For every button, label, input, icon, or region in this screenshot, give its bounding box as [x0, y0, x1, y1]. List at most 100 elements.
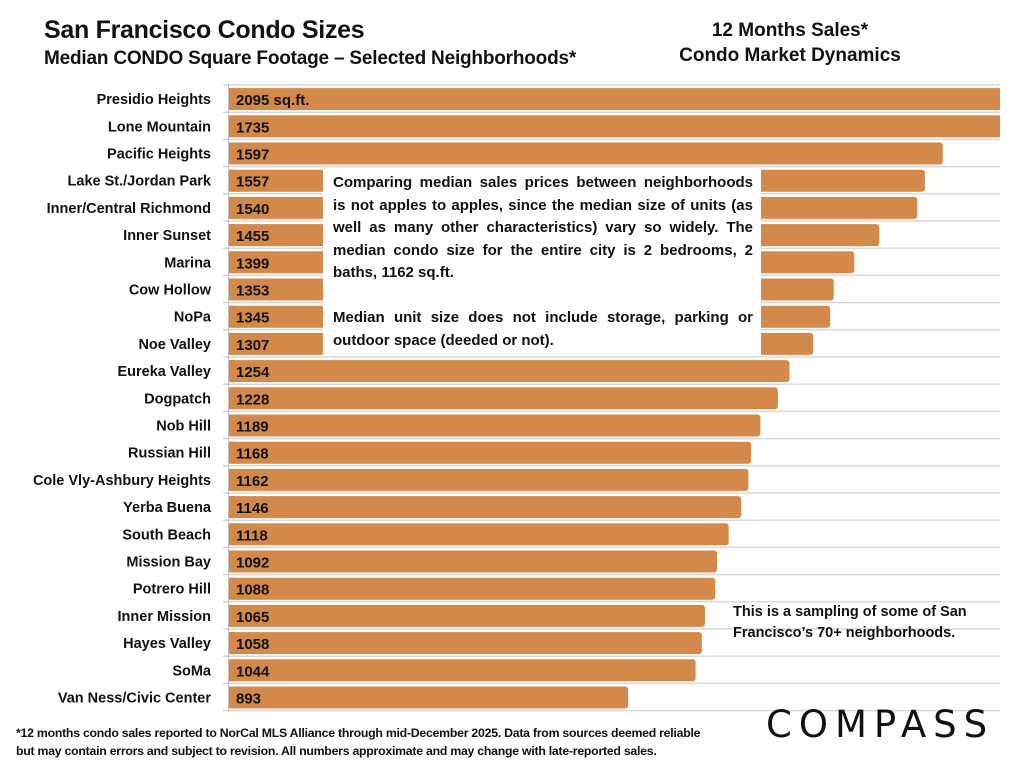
category-label: NoPa — [174, 310, 212, 326]
value-label: 1345 — [236, 310, 269, 327]
value-label: 1307 — [236, 337, 269, 354]
category-label: Dogpatch — [144, 391, 211, 407]
footnote-line2: but may contain errors and subject to re… — [16, 744, 657, 758]
category-labels: Presidio Heights Lone Mountain Pacific Hei… — [33, 92, 212, 706]
category-label: Van Ness/Civic Center — [58, 691, 211, 707]
footnote-line1: *12 months condo sales reported to NorCa… — [16, 726, 701, 740]
bar-edge — [229, 441, 235, 464]
bar-edge — [229, 468, 235, 491]
bar — [229, 496, 742, 519]
category-label: Noe Valley — [138, 337, 211, 353]
bar-edge — [229, 169, 235, 192]
bar — [229, 88, 1000, 111]
bar — [229, 441, 752, 464]
category-label: Nob Hill — [156, 419, 211, 435]
value-label: 1597 — [236, 147, 269, 164]
bar — [229, 686, 629, 709]
bar-edge — [229, 414, 235, 437]
right-title: 12 Months Sales* Condo Market Dynamics — [660, 18, 920, 68]
value-label: 1092 — [236, 555, 269, 572]
category-label: Cow Hollow — [129, 283, 212, 299]
category-label: Mission Bay — [126, 555, 211, 571]
bar-edge — [229, 305, 235, 328]
value-label: 1168 — [236, 446, 269, 463]
value-label: 2095 sq.ft. — [236, 92, 309, 109]
category-label: Hayes Valley — [123, 636, 211, 652]
bar — [229, 604, 706, 627]
category-label: Lake St./Jordan Park — [68, 174, 212, 190]
bar-edge — [229, 496, 235, 519]
bar — [229, 115, 1000, 138]
category-label: Presidio Heights — [97, 92, 211, 108]
bar-edge — [229, 632, 235, 655]
category-label: Lone Mountain — [108, 119, 211, 135]
value-label: 1146 — [236, 500, 269, 517]
value-label: 1540 — [236, 201, 269, 218]
value-labels: 2095 sq.ft. 1735 1597 1557 1540 1455 1399 1353 1… — [236, 92, 309, 707]
bar — [229, 550, 718, 573]
bar-edge — [229, 604, 235, 627]
bar-edge — [229, 686, 235, 709]
bar-edge — [229, 577, 235, 600]
bar — [229, 142, 943, 165]
category-label: Eureka Valley — [117, 364, 211, 380]
category-label: Inner Sunset — [123, 228, 211, 244]
bar-edge — [229, 196, 235, 219]
bar — [229, 360, 790, 383]
value-label: 1162 — [236, 473, 269, 490]
bar — [229, 659, 696, 682]
right-title-line2: Condo Market Dynamics — [679, 45, 901, 66]
value-label: 1065 — [236, 609, 269, 626]
category-label: Inner/Central Richmond — [47, 201, 211, 217]
value-label: 1044 — [236, 663, 270, 680]
bar-edge — [229, 360, 235, 383]
chart-subtitle: Median CONDO Square Footage – Selected N… — [44, 48, 577, 69]
comparison-paragraph: Comparing median sales prices between ne… — [333, 174, 753, 282]
note-box — [323, 168, 761, 356]
bar-edge — [229, 224, 235, 247]
bar — [229, 387, 778, 410]
value-label: 1557 — [236, 174, 269, 191]
bar-edge — [229, 332, 235, 355]
bar-edge — [229, 659, 235, 682]
comparison-note: Comparing median sales prices between ne… — [333, 172, 753, 352]
bar — [229, 468, 749, 491]
value-label: 893 — [236, 691, 261, 708]
value-label: 1455 — [236, 228, 269, 245]
compass-logo: COMPASS — [766, 703, 995, 746]
bar — [229, 523, 729, 546]
category-label: Cole Vly-Ashbury Heights — [33, 473, 211, 489]
storage-paragraph: Median unit size does not include storag… — [333, 308, 753, 349]
bar-edge — [229, 278, 235, 301]
bar — [229, 414, 761, 437]
value-label: 1399 — [236, 255, 269, 272]
category-label: Potrero Hill — [133, 582, 211, 598]
value-label: 1058 — [236, 636, 269, 653]
category-label: Yerba Buena — [123, 500, 212, 516]
value-label: 1254 — [236, 364, 270, 381]
right-title-line1: 12 Months Sales* — [711, 20, 869, 41]
bar — [229, 577, 716, 600]
bar-edge — [229, 251, 235, 274]
bar-edge — [229, 523, 235, 546]
sampling-note: This is a sampling of some of San Franci… — [733, 604, 967, 641]
category-label: Inner Mission — [118, 609, 211, 625]
bar — [229, 632, 702, 655]
bar-edge — [229, 550, 235, 573]
category-label: Marina — [164, 255, 212, 271]
value-label: 1088 — [236, 582, 269, 599]
footnote: *12 months condo sales reported to NorCa… — [16, 724, 776, 760]
value-label: 1228 — [236, 391, 269, 408]
bar-edge — [229, 142, 235, 165]
category-label: Pacific Heights — [107, 147, 211, 163]
bar-edge — [229, 387, 235, 410]
category-label: Russian Hill — [128, 446, 211, 462]
page-title: San Francisco Condo Sizes — [44, 16, 365, 44]
value-label: 1189 — [236, 419, 269, 436]
category-label: South Beach — [122, 527, 211, 543]
value-label: 1353 — [236, 283, 269, 300]
value-label: 1118 — [236, 527, 268, 544]
value-label: 1735 — [236, 119, 269, 136]
category-label: SoMa — [172, 663, 212, 679]
